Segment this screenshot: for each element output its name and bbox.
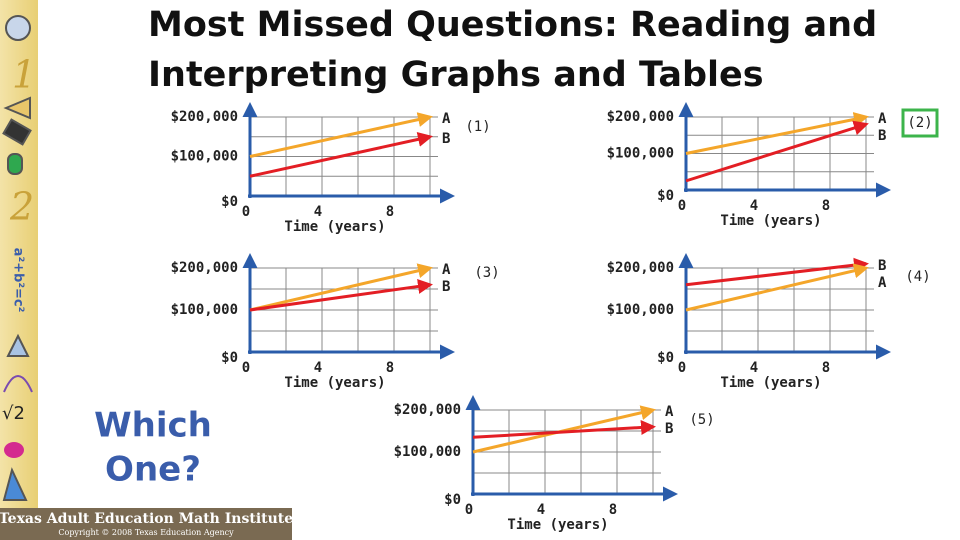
y-tick-label: $0: [657, 188, 674, 204]
y-tick-label: $0: [221, 350, 238, 366]
footer-copyright: Copyright © 2008 Texas Education Agency: [58, 528, 234, 537]
x-tick-label: 4: [314, 204, 322, 220]
x-tick-label: 8: [386, 360, 394, 376]
svg-text:1: 1: [12, 53, 36, 97]
y-tick-label: $200,000: [394, 402, 461, 418]
y-tick-label: $0: [444, 492, 461, 508]
side-icons: 1 2 a²+b²=c² √2: [2, 15, 36, 501]
series-name: A: [442, 262, 451, 278]
series-name: B: [878, 258, 886, 274]
chart-label: (4): [905, 269, 930, 285]
svg-text:a²+b²=c²: a²+b²=c²: [11, 248, 26, 313]
series-name: A: [665, 404, 674, 420]
x-tick-label: 8: [822, 198, 830, 214]
svg-text:√2: √2: [2, 403, 25, 424]
x-tick-label: 0: [465, 502, 473, 518]
y-tick-label: $100,000: [171, 149, 238, 165]
series-line: [685, 263, 869, 312]
x-tick-label: 8: [386, 204, 394, 220]
x-tick-label: 4: [537, 502, 545, 518]
series-name: A: [878, 111, 887, 127]
question-line: Which: [94, 406, 212, 446]
y-tick-label: $100,000: [607, 302, 674, 318]
series-line: [685, 120, 869, 183]
x-axis-label: Time (years): [284, 219, 385, 235]
series-name: A: [442, 111, 451, 127]
y-tick-label: $200,000: [607, 260, 674, 276]
series-name: B: [442, 279, 450, 295]
series-line: [472, 420, 656, 439]
y-tick-label: $0: [657, 350, 674, 366]
y-tick-label: $100,000: [394, 444, 461, 460]
footer-name: Texas Adult Education Math Institute: [0, 511, 293, 527]
x-axis-label: Time (years): [284, 375, 385, 391]
x-tick-label: 8: [822, 360, 830, 376]
y-tick-label: $200,000: [171, 109, 238, 125]
side-strip: [0, 0, 38, 510]
series-line: [685, 112, 869, 155]
chart-label: (1): [465, 119, 490, 135]
x-tick-label: 8: [609, 502, 617, 518]
y-tick-label: $100,000: [171, 302, 238, 318]
series-line: [685, 257, 869, 287]
series-name: A: [878, 275, 887, 291]
y-tick-label: $0: [221, 194, 238, 210]
y-tick-label: $200,000: [607, 109, 674, 125]
svg-text:2: 2: [9, 185, 34, 229]
x-tick-label: 4: [750, 360, 758, 376]
series-line: [249, 131, 433, 178]
highlight-box: [901, 108, 939, 138]
y-tick-label: $200,000: [171, 260, 238, 276]
x-tick-label: 0: [242, 204, 250, 220]
series-name: B: [665, 421, 673, 437]
chart-label: (3): [474, 265, 499, 281]
x-tick-label: 0: [678, 360, 686, 376]
y-tick-label: $100,000: [607, 146, 674, 162]
x-axis-label: Time (years): [720, 213, 821, 229]
series-line: [249, 112, 433, 158]
series-line: [249, 263, 433, 312]
x-tick-label: 4: [750, 198, 758, 214]
footer-banner: [0, 508, 292, 540]
question-line: One?: [105, 450, 201, 490]
x-axis-label: Time (years): [507, 517, 608, 533]
x-tick-label: 0: [242, 360, 250, 376]
series-name: B: [442, 131, 450, 147]
series-line: [249, 279, 433, 312]
x-tick-label: 4: [314, 360, 322, 376]
x-axis-label: Time (years): [720, 375, 821, 391]
title-line-1: Most Missed Questions: Reading and: [148, 5, 877, 45]
chart-label: (2): [907, 115, 932, 131]
chart-label: (5): [689, 412, 714, 428]
title-line-2: Interpreting Graphs and Tables: [148, 55, 764, 95]
series-name: B: [878, 128, 886, 144]
x-tick-label: 0: [678, 198, 686, 214]
